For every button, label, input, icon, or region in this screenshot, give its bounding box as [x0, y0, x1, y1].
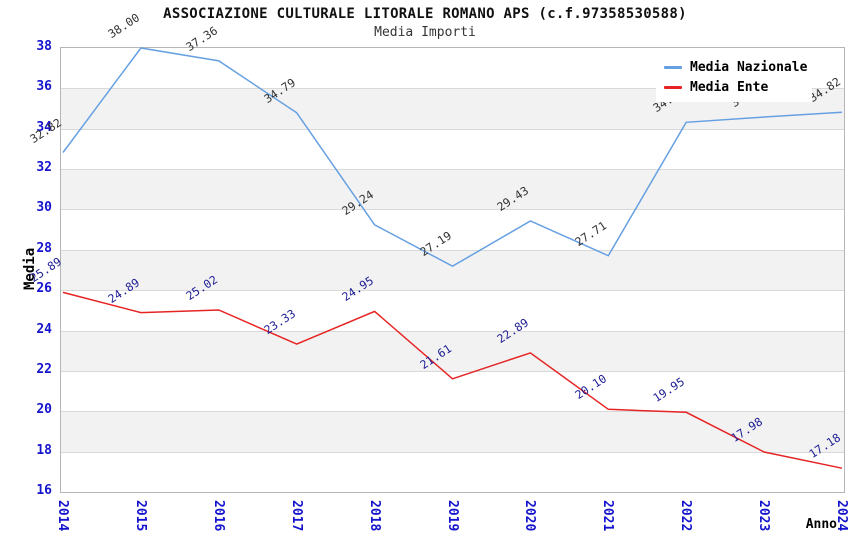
gridline: [61, 451, 844, 453]
x-tick-label: 2017: [288, 500, 304, 532]
gridline: [61, 249, 844, 251]
series-line-ente: [62, 291, 843, 469]
gridline: [61, 330, 844, 332]
y-tick-label: 36: [36, 79, 52, 95]
gridline: [61, 128, 844, 130]
y-tick-label: 26: [36, 281, 52, 297]
y-tick-label: 32: [36, 160, 52, 176]
x-tick-label: 2016: [210, 500, 226, 532]
gridline: [61, 411, 844, 413]
gridline: [61, 370, 844, 372]
x-axis-title: Anno: [805, 517, 837, 532]
shaded-band: [61, 249, 844, 291]
legend-label: Media Ente: [690, 79, 769, 95]
gridline: [61, 290, 844, 292]
y-tick-label: 18: [36, 442, 52, 458]
shaded-band: [61, 169, 844, 210]
y-tick-label: 38: [36, 39, 52, 54]
series-line-nazionale: [62, 47, 843, 268]
x-tick-label: 2015: [132, 500, 148, 532]
legend-item: Media Ente: [664, 80, 812, 95]
plot-area: [60, 47, 845, 493]
chart-title: ASSOCIAZIONE CULTURALE LITORALE ROMANO A…: [163, 6, 687, 22]
x-tick-label: 2023: [756, 500, 772, 532]
chart-subtitle: Media Importi: [374, 25, 476, 40]
gridline: [61, 169, 844, 171]
legend-item: Media Nazionale: [664, 60, 812, 75]
y-tick-label: 22: [36, 361, 52, 377]
legend-line-swatch: [664, 65, 682, 69]
gridline: [61, 88, 844, 90]
x-tick-label: 2019: [444, 500, 460, 532]
legend-label: Media Nazionale: [690, 59, 808, 75]
y-tick-label: 24: [36, 321, 52, 337]
y-tick-label: 34: [36, 119, 52, 135]
shaded-band: [61, 330, 844, 371]
gridline: [61, 209, 844, 211]
y-tick-label: 16: [36, 483, 52, 498]
legend: Media Nazionale Media Ente: [656, 52, 812, 102]
x-tick-label: 2020: [522, 500, 538, 532]
x-tick-label: 2022: [678, 500, 694, 532]
x-tick-label: 2021: [600, 500, 616, 532]
y-tick-label: 30: [36, 200, 52, 216]
legend-line-swatch: [664, 85, 682, 89]
x-tick-label: 2018: [366, 500, 382, 532]
shaded-band: [61, 411, 844, 452]
y-tick-label: 28: [36, 240, 52, 256]
y-tick-label: 20: [36, 402, 52, 418]
x-tick-label: 2014: [55, 500, 70, 532]
